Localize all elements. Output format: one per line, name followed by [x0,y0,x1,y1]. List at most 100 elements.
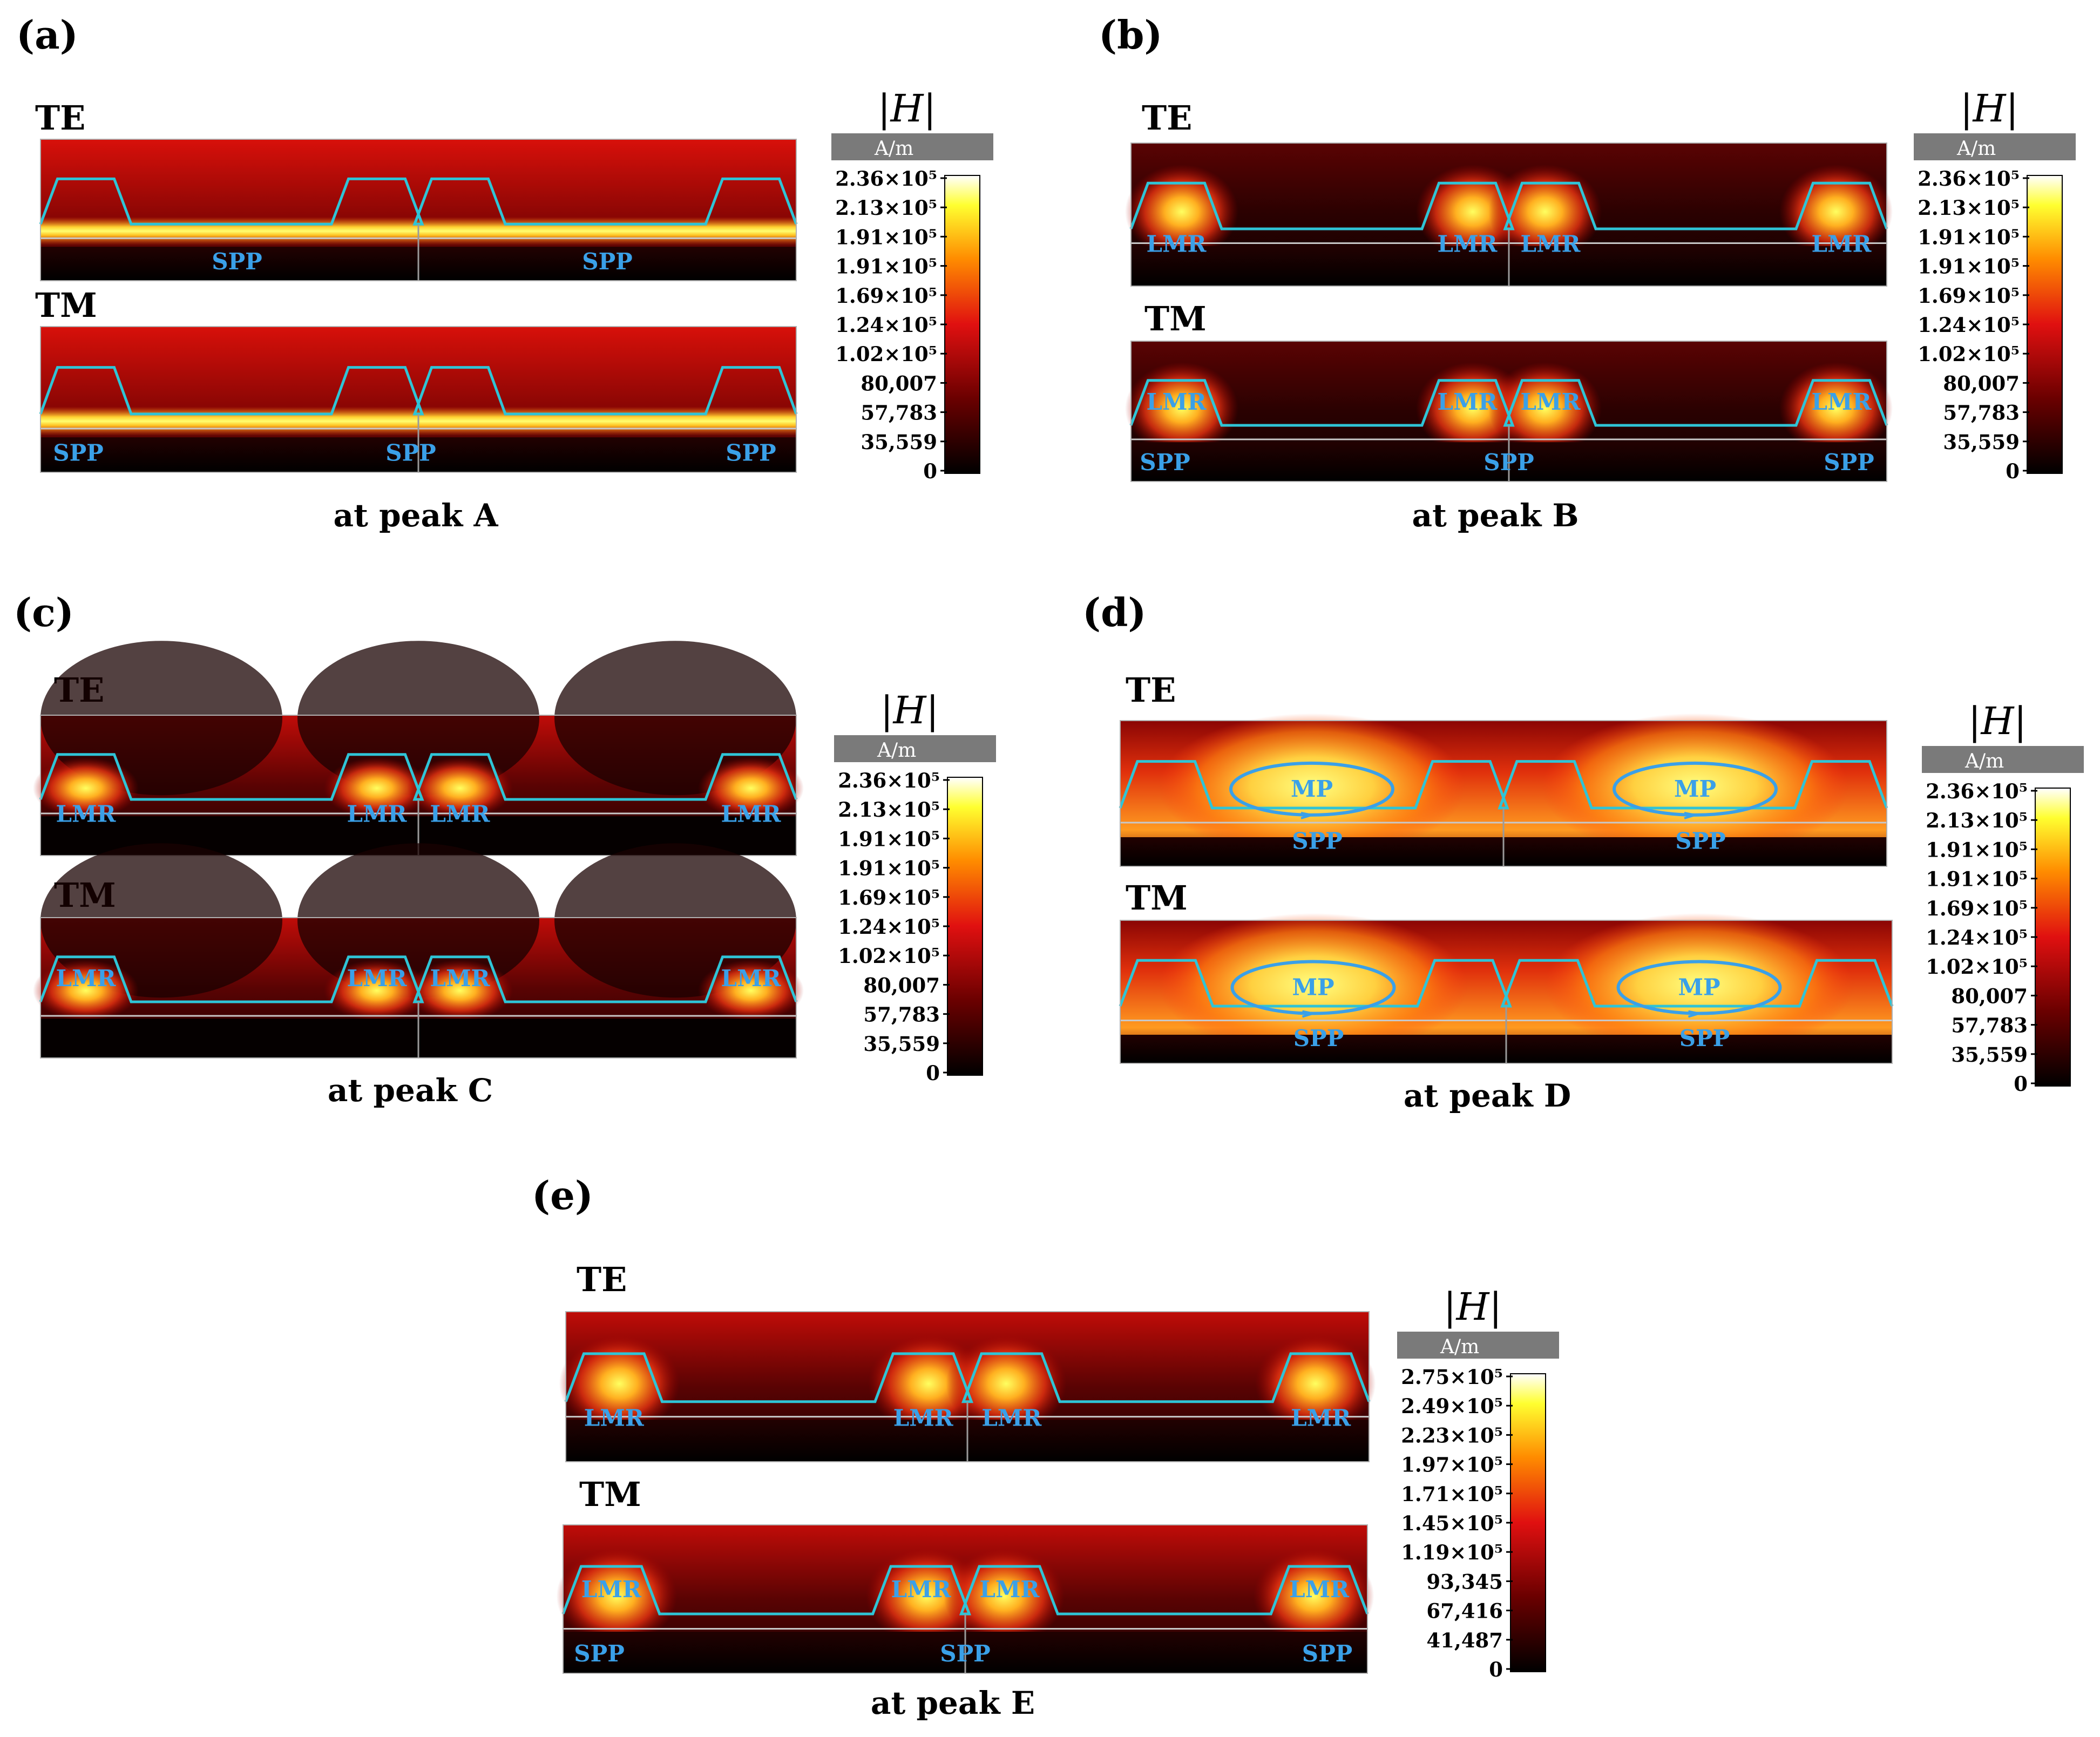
colorbar-tick-label: 80,007 [861,371,937,395]
tm-title: TM [579,1475,641,1514]
colorbar-symbol: |H| [1968,699,2027,743]
mode-label-lmr: LMR [721,801,782,827]
tm-mode-labels: MP SPP MP SPP [1230,960,1782,1051]
tm-field-map-c-field [33,843,804,1058]
mode-label-mp: MP [1292,974,1334,1001]
mode-label-spp: SPP [1302,1640,1353,1667]
colorbar-tick-label: 0 [2014,1072,2028,1096]
colorbar-tick-label: 1.91×10⁵ [835,225,937,249]
colorbar-unit: A/m [877,739,916,762]
tm-field-map-b-structure [1129,341,1888,482]
mp-arrow [1302,1010,1314,1018]
colorbar-gradient [1510,1373,1546,1672]
colorbar-tick-label: 1.91×10⁵ [1926,838,2028,861]
colorbar-tick-label: 67,416 [1426,1599,1503,1623]
tm-field-map-e [556,1524,1374,1674]
colorbar-tick-label: 1.91×10⁵ [1918,255,2020,279]
colorbar-d: |H| A/m 2.36×10⁵ 2.13×10⁵ 1.91×10⁵ 1.91×10⁵ 1.… [1922,699,2084,1096]
mode-label-spp: SPP [1824,449,1874,476]
colorbar-tick-label: 1.24×10⁵ [1926,926,2028,949]
colorbar-tick-label: 1.69×10⁵ [1926,897,2028,920]
tm-field-map-e-structure [561,1524,1369,1674]
colorbar-c: |H| A/m 2.36×10⁵ 2.13×10⁵ 1.91×10⁵ 1.91×10⁵ 1.… [834,688,996,1085]
mp-arrow [1688,1010,1700,1018]
mode-label-lmr: LMR [56,965,117,992]
colorbar-e: |H| A/m 2.75×10⁵ 2.49×10⁵ 2.23×10⁵ 1.97×10⁵ 1.… [1397,1285,1559,1681]
tm-title: TM [1144,299,1207,338]
te-title: TE [577,1260,627,1299]
colorbar-tick-label: 2.75×10⁵ [1401,1365,1503,1389]
tm-title: TM [35,286,97,325]
tm-mode-labels: SPP SPP SPP [53,439,776,466]
te-field-map-a-structure [39,139,798,281]
colorbar-tick-label: 1.71×10⁵ [1401,1482,1503,1506]
colorbar-gradient [944,175,980,474]
colorbar-unit-box [834,735,996,762]
colorbar-symbol: |H| [1444,1285,1502,1329]
colorbar-tick-label: 93,345 [1426,1570,1503,1593]
mode-label-lmr: LMR [1438,389,1498,415]
tm-field-map-a-structure [39,326,798,473]
colorbar-tick-label: 2.13×10⁵ [835,196,937,220]
mode-label-lmr: LMR [581,1576,642,1603]
mode-label-lmr: LMR [1289,1576,1350,1603]
te-title: TE [35,98,85,138]
panel-caption: at peak D [1404,1077,1571,1114]
colorbar-unit-box [1922,746,2084,773]
mode-label-lmr: LMR [1438,230,1498,257]
mode-label-lmr: LMR [981,1404,1042,1431]
panel-label: (b) [1099,12,1162,58]
mode-label-spp: SPP [574,1640,625,1667]
te-field-map-d-structure [1119,720,1888,867]
panel-d: (d) TE TM at peak D MP SPP MP SPP MP SPP MP SPP |H| A… [1082,589,2084,1114]
mode-label-lmr: LMR [1291,1404,1351,1431]
colorbar-tick-label: 0 [1489,1658,1503,1681]
mode-label-lmr: LMR [1812,230,1872,257]
colorbar-tick-label: 41,487 [1426,1629,1503,1652]
colorbar-unit-box [831,133,993,160]
colorbar-tick-label: 1.02×10⁵ [835,342,937,366]
colorbar-tick-label: 0 [2006,459,2020,483]
colorbar-tick-label: 2.36×10⁵ [838,769,940,792]
colorbar-unit: A/m [1964,750,2004,772]
mode-label-lmr: LMR [1521,230,1581,257]
colorbar-tick-label: 1.45×10⁵ [1401,1511,1503,1535]
mode-label-lmr: LMR [584,1404,645,1431]
te-title: TE [1142,98,1192,138]
colorbar-tick-label: 2.13×10⁵ [838,798,940,822]
tm-field-map-c-structure [39,917,798,1059]
mode-label-lmr: LMR [979,1576,1040,1603]
tm-field-map-d [1119,913,1894,1064]
colorbar-tick-label: 1.69×10⁵ [1918,284,2020,308]
mode-label-lmr: LMR [430,965,491,992]
mode-label-spp: SPP [1140,449,1190,476]
mode-label-lmr: LMR [893,1404,954,1431]
te-mode-labels: LMR LMR LMR LMR [56,801,782,827]
panel-caption: at peak A [334,497,499,534]
te-field-map-c-field [33,641,804,856]
colorbar-unit: A/m [1440,1336,1479,1358]
colorbar-gradient [947,777,983,1076]
colorbar-tick-label: 0 [926,1061,940,1085]
colorbar-gradient [2027,175,2063,474]
panel-label: (d) [1082,589,1146,635]
te-field-map-b [1125,143,1893,287]
colorbar-tick-label: 1.24×10⁵ [1918,313,2020,337]
colorbar-tick-label: 1.97×10⁵ [1401,1453,1503,1477]
colorbar-tick-label: 1.02×10⁵ [1918,342,2020,366]
colorbar-tick-label: 1.91×10⁵ [838,827,940,851]
te-mode-labels: SPP SPP [212,248,633,275]
mode-label-lmr: LMR [347,965,408,992]
mode-label-mp: MP [1674,776,1716,802]
mode-label-lmr: LMR [1147,230,1207,257]
mode-label-lmr: LMR [347,801,408,827]
colorbar-tick-label: 2.23×10⁵ [1401,1423,1503,1447]
colorbar-unit-box [1914,133,2076,160]
colorbar-tick-label: 2.13×10⁵ [1926,809,2028,832]
mode-label-lmr: LMR [1521,389,1581,415]
panel-caption: at peak B [1412,497,1579,534]
colorbar-tick-label: 80,007 [1943,371,2020,395]
panel-label: (e) [532,1172,593,1218]
